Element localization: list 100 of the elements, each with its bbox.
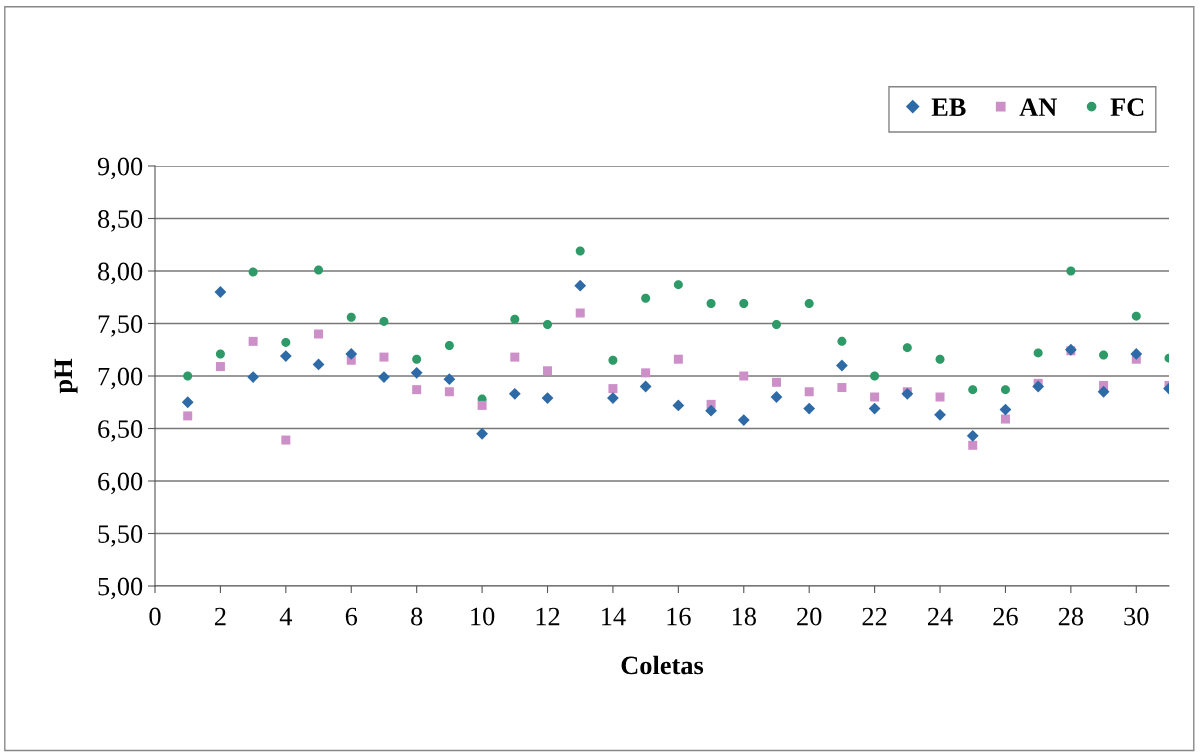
point	[870, 371, 880, 381]
x-tick-label: 24	[928, 607, 953, 626]
point	[281, 337, 291, 347]
point	[1032, 380, 1045, 393]
legend-label: AN	[1019, 98, 1057, 116]
point	[247, 371, 260, 383]
point	[804, 387, 814, 397]
point	[314, 265, 324, 275]
point	[868, 402, 881, 415]
x-tick-label: 26	[993, 607, 1018, 626]
point	[1131, 311, 1141, 321]
x-axis-title: Coletas	[621, 655, 704, 675]
point	[1000, 414, 1010, 424]
point	[346, 312, 356, 322]
point	[312, 358, 325, 371]
point	[379, 316, 389, 326]
legend-label: EB	[931, 98, 966, 116]
point	[836, 359, 848, 372]
point	[607, 392, 619, 404]
point	[183, 371, 193, 381]
point	[345, 348, 358, 360]
point	[770, 391, 783, 403]
point	[935, 354, 945, 364]
point	[412, 354, 422, 364]
point	[214, 286, 227, 298]
point	[1066, 266, 1076, 276]
y-axis-title: pH	[54, 358, 78, 394]
point	[575, 308, 585, 318]
x-tick-label: 16	[667, 607, 691, 626]
point	[999, 403, 1012, 416]
point	[215, 349, 225, 359]
x-tick-label: 12	[536, 607, 560, 626]
x-tick-label: 18	[732, 607, 756, 626]
y-tick-label: 5,00	[98, 577, 143, 600]
point	[183, 411, 193, 421]
point	[508, 387, 521, 400]
x-tick-label: 28	[1058, 607, 1084, 626]
point	[215, 362, 225, 372]
point	[410, 366, 423, 379]
point	[771, 320, 781, 330]
x-tick-label: 2	[214, 607, 226, 626]
point	[804, 299, 814, 309]
y-tick-label: 6,50	[98, 420, 143, 442]
point	[1097, 385, 1110, 398]
y-tick-label: 9,00	[97, 157, 143, 180]
point	[1099, 350, 1109, 360]
x-tick-label: 4	[279, 607, 293, 626]
point	[739, 371, 749, 381]
x-tick-label: 20	[797, 607, 822, 626]
y-tick-label: 5,50	[98, 525, 143, 547]
point	[608, 355, 618, 365]
point	[870, 392, 880, 402]
point	[1130, 348, 1143, 360]
point	[575, 246, 585, 256]
point	[443, 373, 456, 386]
point	[902, 343, 912, 353]
point	[444, 341, 454, 351]
y-tick-label: 8,00	[98, 262, 143, 285]
x-tick-label: 8	[411, 607, 423, 626]
point	[934, 408, 946, 421]
point	[803, 402, 816, 415]
point	[541, 392, 554, 404]
point	[968, 385, 978, 395]
point	[543, 320, 553, 330]
point	[1000, 385, 1010, 395]
point	[574, 279, 587, 292]
point	[477, 400, 487, 410]
point	[673, 354, 683, 364]
point	[968, 440, 978, 450]
y-tick-label: 7,00	[98, 367, 143, 390]
x-tick-label: 6	[345, 607, 358, 626]
point	[608, 384, 618, 394]
point	[672, 399, 685, 412]
point	[705, 404, 717, 417]
point	[641, 293, 651, 303]
y-tick-label: 7,50	[98, 315, 143, 337]
point	[279, 350, 292, 362]
x-tick-label: 30	[1124, 607, 1149, 626]
point	[543, 366, 553, 376]
x-tick-label: 0	[149, 607, 161, 626]
point	[379, 352, 389, 362]
point	[281, 435, 291, 445]
x-tick-label: 10	[471, 607, 495, 626]
point	[935, 392, 945, 402]
point	[639, 380, 652, 393]
point	[837, 383, 847, 393]
point	[412, 385, 422, 395]
point	[673, 280, 683, 290]
point	[706, 299, 716, 309]
point	[966, 429, 979, 442]
point	[771, 377, 781, 387]
point	[476, 427, 488, 440]
point	[1033, 348, 1043, 358]
point	[641, 368, 651, 378]
point	[248, 336, 258, 346]
point	[444, 387, 454, 397]
y-tick-label: 8,50	[98, 210, 143, 232]
point	[181, 396, 194, 409]
point	[837, 336, 847, 346]
point	[510, 352, 520, 362]
